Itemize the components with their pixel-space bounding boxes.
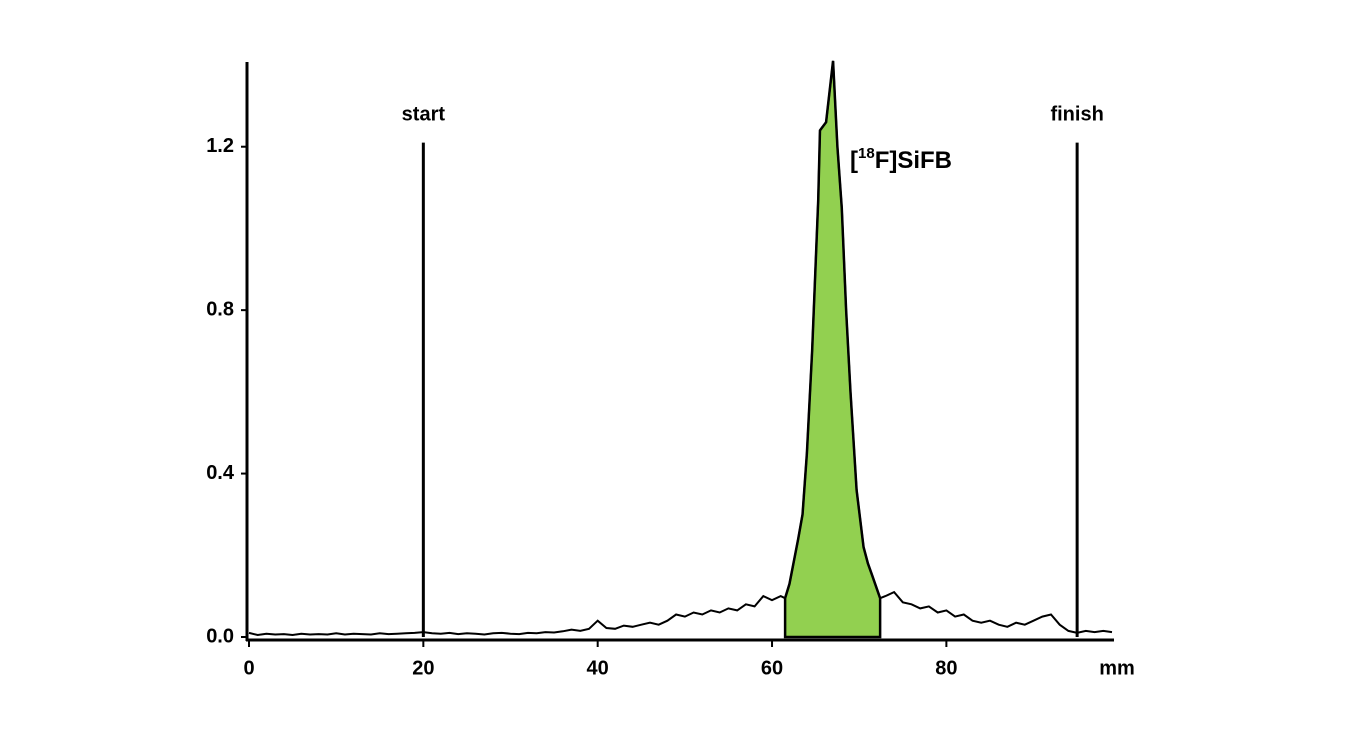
- peak-label-text: F]SiFB: [875, 147, 952, 174]
- x-tick-label: 80: [935, 657, 957, 679]
- y-tick-label: 0.8: [206, 298, 234, 320]
- peak-label: [18F]SiFB: [850, 145, 952, 174]
- x-tick-label: 20: [412, 657, 434, 679]
- x-tick-label: 60: [761, 657, 783, 679]
- peak-label-prefix: [: [850, 147, 858, 174]
- x-tick-label: 0: [243, 657, 254, 679]
- y-tick-label: 0.4: [206, 462, 235, 484]
- x-axis-label: mm: [1099, 657, 1135, 679]
- y-tick-label: 1.2: [206, 135, 234, 157]
- x-tick-label: 40: [587, 657, 609, 679]
- y-tick-label: 0.0: [206, 625, 234, 647]
- trace-line: [248, 60, 1113, 637]
- marker-label: finish: [1050, 103, 1103, 125]
- marker-label: start: [402, 103, 446, 125]
- peak-label-superscript: 18: [858, 145, 875, 162]
